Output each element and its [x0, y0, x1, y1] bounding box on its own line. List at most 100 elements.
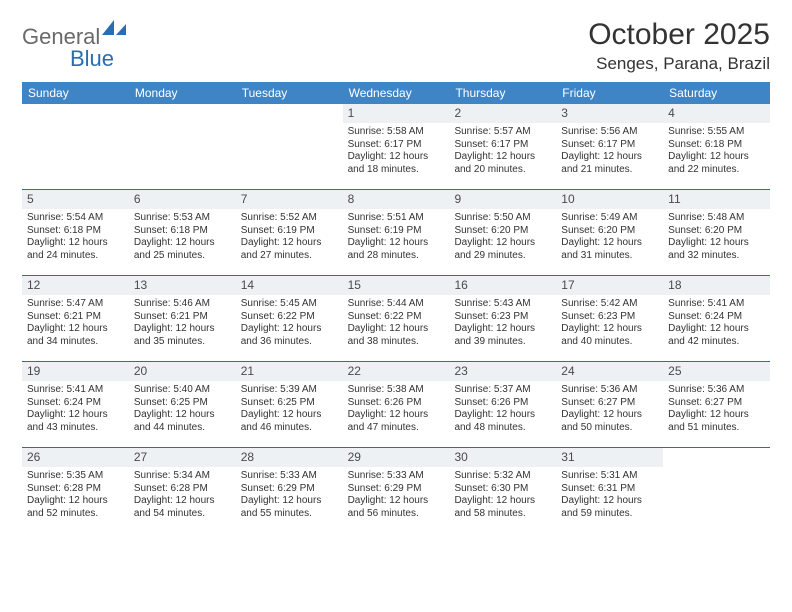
- sunrise-text: Sunrise: 5:43 AM: [454, 298, 551, 311]
- date-number: 23: [449, 362, 556, 381]
- daylight1-text: Daylight: 12 hours: [348, 237, 445, 250]
- sunset-text: Sunset: 6:30 PM: [454, 483, 551, 496]
- date-number: 31: [556, 448, 663, 467]
- date-number: 10: [556, 190, 663, 209]
- weeks-container: ...1Sunrise: 5:58 AMSunset: 6:17 PMDayli…: [22, 104, 770, 534]
- sunset-text: Sunset: 6:26 PM: [454, 397, 551, 410]
- sunset-text: Sunset: 6:29 PM: [241, 483, 338, 496]
- sunset-text: Sunset: 6:26 PM: [348, 397, 445, 410]
- daylight1-text: Daylight: 12 hours: [561, 495, 658, 508]
- daylight2-text: and 20 minutes.: [454, 164, 551, 177]
- date-number: 15: [343, 276, 450, 295]
- sunset-text: Sunset: 6:28 PM: [134, 483, 231, 496]
- sunrise-text: Sunrise: 5:39 AM: [241, 384, 338, 397]
- brand-logo: General Blue: [22, 24, 142, 72]
- day-header: Sunday: [22, 82, 129, 104]
- day-cell: 24Sunrise: 5:36 AMSunset: 6:27 PMDayligh…: [556, 362, 663, 447]
- day-cell: 17Sunrise: 5:42 AMSunset: 6:23 PMDayligh…: [556, 276, 663, 361]
- daylight2-text: and 42 minutes.: [668, 336, 765, 349]
- sunrise-text: Sunrise: 5:38 AM: [348, 384, 445, 397]
- day-cell: 28 Sunrise: 5:33 AMSunset: 6:29 PMDayligh…: [236, 448, 343, 534]
- sunset-text: Sunset: 6:22 PM: [241, 311, 338, 324]
- sunset-text: Sunset: 6:19 PM: [241, 225, 338, 238]
- day-cell: 2Sunrise: 5:57 AMSunset: 6:17 PMDaylight…: [449, 104, 556, 189]
- daylight2-text: and 56 minutes.: [348, 508, 445, 521]
- date-number: 7: [236, 190, 343, 209]
- sunset-text: Sunset: 6:23 PM: [561, 311, 658, 324]
- sunrise-text: Sunrise: 5:54 AM: [27, 212, 124, 225]
- day-cell: 25Sunrise: 5:36 AMSunset: 6:27 PMDayligh…: [663, 362, 770, 447]
- sunset-text: Sunset: 6:29 PM: [348, 483, 445, 496]
- day-cell: 30Sunrise: 5:32 AMSunset: 6:30 PMDayligh…: [449, 448, 556, 534]
- daylight2-text: and 32 minutes.: [668, 250, 765, 263]
- sunrise-text: Sunrise: 5:50 AM: [454, 212, 551, 225]
- date-number: 11: [663, 190, 770, 209]
- sunrise-text: Sunrise: 5:46 AM: [134, 298, 231, 311]
- day-header: Saturday: [663, 82, 770, 104]
- daylight1-text: Daylight: 12 hours: [668, 323, 765, 336]
- daylight1-text: Daylight: 12 hours: [241, 237, 338, 250]
- daylight1-text: Daylight: 12 hours: [668, 237, 765, 250]
- day-body: Sunrise: 5:56 AMSunset: 6:17 PMDaylight:…: [556, 126, 663, 181]
- day-body: Sunrise: 5:39 AMSunset: 6:25 PMDaylight:…: [236, 384, 343, 439]
- daylight1-text: Daylight: 12 hours: [668, 151, 765, 164]
- daylight2-text: and 25 minutes.: [134, 250, 231, 263]
- day-cell: 11Sunrise: 5:48 AMSunset: 6:20 PMDayligh…: [663, 190, 770, 275]
- sunrise-text: Sunrise: 5:52 AM: [241, 212, 338, 225]
- day-body: Sunrise: 5:44 AMSunset: 6:22 PMDaylight:…: [343, 298, 450, 353]
- sunset-text: Sunset: 6:24 PM: [27, 397, 124, 410]
- day-cell: 7 Sunrise: 5:52 AMSunset: 6:19 PMDaylight…: [236, 190, 343, 275]
- day-body: Sunrise: 5:36 AMSunset: 6:27 PMDaylight:…: [556, 384, 663, 439]
- brand-word-blue: Blue: [70, 46, 114, 72]
- daylight2-text: and 44 minutes.: [134, 422, 231, 435]
- date-number: 18: [663, 276, 770, 295]
- week-row: ...1Sunrise: 5:58 AMSunset: 6:17 PMDayli…: [22, 104, 770, 190]
- daylight1-text: Daylight: 12 hours: [454, 151, 551, 164]
- day-body: Sunrise: 5:34 AMSunset: 6:28 PMDaylight:…: [129, 470, 236, 525]
- day-cell: 1Sunrise: 5:58 AMSunset: 6:17 PMDaylight…: [343, 104, 450, 189]
- sunset-text: Sunset: 6:31 PM: [561, 483, 658, 496]
- day-body: Sunrise: 5:55 AMSunset: 6:18 PMDaylight:…: [663, 126, 770, 181]
- day-cell: 29Sunrise: 5:33 AMSunset: 6:29 PMDayligh…: [343, 448, 450, 534]
- sunrise-text: Sunrise: 5:45 AM: [241, 298, 338, 311]
- header: General Blue October 2025 Senges, Parana…: [22, 18, 770, 74]
- day-body: Sunrise: 5:41 AMSunset: 6:24 PMDaylight:…: [22, 384, 129, 439]
- day-header-row: Sunday Monday Tuesday Wednesday Thursday…: [22, 82, 770, 104]
- day-body: Sunrise: 5:33 AMSunset: 6:29 PMDaylight:…: [236, 470, 343, 525]
- date-number: 30: [449, 448, 556, 467]
- daylight2-text: and 47 minutes.: [348, 422, 445, 435]
- date-number: 28: [236, 448, 343, 467]
- date-number: 21: [236, 362, 343, 381]
- day-body: Sunrise: 5:43 AMSunset: 6:23 PMDaylight:…: [449, 298, 556, 353]
- date-number: 22: [343, 362, 450, 381]
- daylight1-text: Daylight: 12 hours: [27, 409, 124, 422]
- daylight1-text: Daylight: 12 hours: [454, 409, 551, 422]
- day-body: Sunrise: 5:51 AMSunset: 6:19 PMDaylight:…: [343, 212, 450, 267]
- sunrise-text: Sunrise: 5:47 AM: [27, 298, 124, 311]
- day-cell: 20Sunrise: 5:40 AMSunset: 6:25 PMDayligh…: [129, 362, 236, 447]
- sunset-text: Sunset: 6:27 PM: [668, 397, 765, 410]
- day-body: Sunrise: 5:57 AMSunset: 6:17 PMDaylight:…: [449, 126, 556, 181]
- day-cell: 31Sunrise: 5:31 AMSunset: 6:31 PMDayligh…: [556, 448, 663, 534]
- week-row: 5Sunrise: 5:54 AMSunset: 6:18 PMDaylight…: [22, 190, 770, 276]
- daylight1-text: Daylight: 12 hours: [348, 409, 445, 422]
- day-body: Sunrise: 5:53 AMSunset: 6:18 PMDaylight:…: [129, 212, 236, 267]
- daylight1-text: Daylight: 12 hours: [134, 323, 231, 336]
- daylight1-text: Daylight: 12 hours: [348, 323, 445, 336]
- daylight1-text: Daylight: 12 hours: [348, 151, 445, 164]
- date-number: 17: [556, 276, 663, 295]
- sunset-text: Sunset: 6:19 PM: [348, 225, 445, 238]
- sunset-text: Sunset: 6:17 PM: [561, 139, 658, 152]
- day-cell: .: [663, 448, 770, 534]
- daylight2-text: and 54 minutes.: [134, 508, 231, 521]
- sunset-text: Sunset: 6:21 PM: [27, 311, 124, 324]
- daylight2-text: and 52 minutes.: [27, 508, 124, 521]
- daylight2-text: and 38 minutes.: [348, 336, 445, 349]
- sunset-text: Sunset: 6:17 PM: [348, 139, 445, 152]
- sunset-text: Sunset: 6:18 PM: [134, 225, 231, 238]
- sunset-text: Sunset: 6:22 PM: [348, 311, 445, 324]
- day-body: Sunrise: 5:36 AMSunset: 6:27 PMDaylight:…: [663, 384, 770, 439]
- daylight1-text: Daylight: 12 hours: [134, 409, 231, 422]
- week-row: 12Sunrise: 5:47 AMSunset: 6:21 PMDayligh…: [22, 276, 770, 362]
- sunset-text: Sunset: 6:20 PM: [668, 225, 765, 238]
